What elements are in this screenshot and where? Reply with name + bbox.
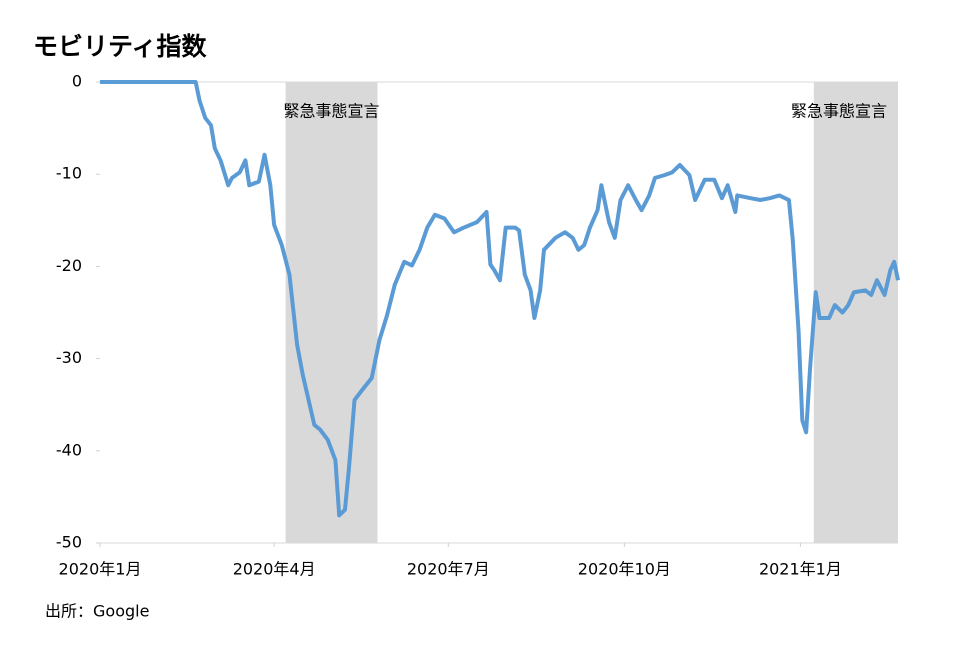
data-line [100, 80, 900, 518]
region-label: 緊急事態宣言 [791, 102, 887, 121]
x-tick-label: 2021年1月 [759, 560, 842, 579]
chart-title: モビリティ指数 [33, 32, 208, 61]
y-tick-label: -30 [56, 348, 82, 367]
y-tick-label: -20 [56, 256, 82, 275]
y-tick-label: -40 [56, 440, 82, 459]
y-tick-label: 0 [72, 72, 82, 91]
x-tick-label: 2020年4月 [233, 560, 316, 579]
x-tick-label: 2020年10月 [578, 560, 671, 579]
source-note: 出所：Google [45, 602, 149, 621]
y-tick-label: -10 [56, 164, 82, 183]
x-tick-label: 2020年1月 [59, 560, 142, 579]
x-tick-label: 2020年7月 [407, 560, 490, 579]
y-tick-label: -50 [56, 533, 82, 552]
shaded-region [813, 82, 898, 543]
region-label: 緊急事態宣言 [284, 102, 380, 121]
shaded-region [285, 82, 378, 543]
